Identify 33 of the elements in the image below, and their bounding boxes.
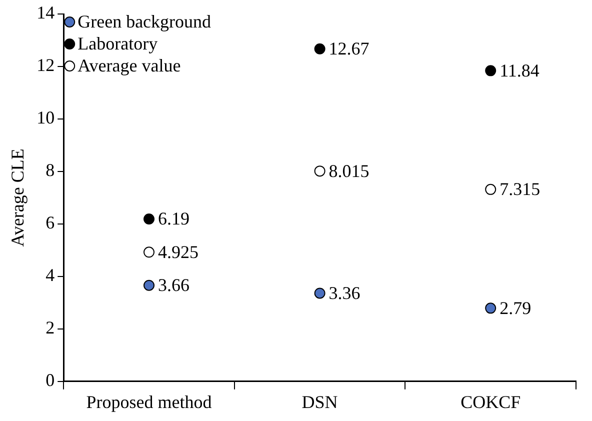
- y-tick-label: 8: [46, 160, 55, 180]
- point: [485, 65, 496, 76]
- point: [314, 166, 326, 177]
- legend-label: Average value: [78, 56, 181, 76]
- data-label: 3.36: [328, 282, 360, 303]
- data-label: 11.84: [500, 60, 540, 80]
- data-label: 4.925: [158, 242, 198, 262]
- y-tick-label: 2: [46, 318, 55, 338]
- point: [314, 43, 326, 54]
- x-tick-label: DSN: [302, 392, 338, 412]
- data-label: 2.79: [500, 298, 532, 318]
- y-tick-label: 6: [46, 212, 55, 233]
- data-label: 7.315: [500, 179, 540, 200]
- point: [485, 302, 496, 314]
- y-tick-label: 4: [46, 265, 55, 286]
- x-tick-label: COKCF: [460, 392, 521, 412]
- point: [144, 280, 154, 291]
- point: [314, 288, 326, 299]
- legend-label: Green background: [78, 12, 212, 32]
- y-axis-title: Average CLE: [8, 148, 28, 247]
- x-tick-label: Proposed method: [86, 392, 212, 412]
- y-tick-label: 0: [46, 370, 55, 390]
- y-tick-label: 10: [36, 108, 55, 128]
- point: [144, 246, 154, 258]
- point: [144, 213, 154, 224]
- legend-label: Laboratory: [78, 34, 158, 54]
- data-label: 3.66: [158, 275, 190, 296]
- data-label: 12.67: [328, 38, 370, 59]
- y-tick-label: 12: [36, 55, 55, 76]
- data-label: 8.015: [328, 160, 370, 181]
- y-tick-label: 14: [36, 2, 55, 23]
- point: [485, 184, 496, 195]
- data-label: 6.19: [158, 208, 190, 229]
